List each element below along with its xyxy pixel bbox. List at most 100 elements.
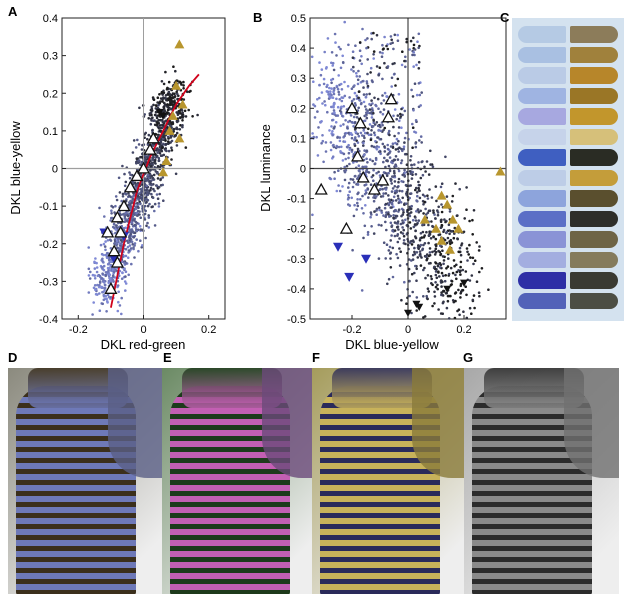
cloud-point [454,273,457,277]
cloud-point [176,97,179,101]
cloud-point [412,43,416,47]
open-triangle-marker [123,180,138,193]
cloud-point [107,269,110,272]
y-tick-label: 0 [52,164,58,176]
cloud-point [375,65,379,68]
cloud-point [383,61,386,65]
cloud-point [361,194,364,198]
cloud-point [337,93,341,96]
cloud-point [411,122,414,126]
cloud-point [357,191,360,194]
cloud-point [396,194,400,198]
cloud-point [390,76,394,80]
cloud-point [337,90,341,94]
cloud-point [158,93,161,96]
cloud-point [130,262,133,266]
cloud-point [362,100,366,104]
cloud-point [362,141,365,145]
cloud-point [413,271,416,275]
cloud-point [151,158,155,161]
cloud-point [329,177,332,181]
cloud-point [372,50,376,53]
cloud-point [391,142,395,145]
cloud-point [396,185,399,189]
cloud-point [341,185,344,188]
cloud-point [391,146,395,149]
cloud-point [391,41,394,45]
cloud-point [116,284,120,287]
cloud-point [393,185,397,188]
cloud-point [338,139,342,143]
cloud-point [435,199,438,203]
cloud-point [329,141,333,144]
cloud-point [181,124,184,127]
cloud-point [462,230,466,234]
cloud-point [350,148,354,152]
cloud-point [92,301,95,304]
cloud-point [324,150,328,153]
cloud-point [387,277,391,281]
cloud-point [175,92,179,96]
cloud-point [338,189,342,193]
cloud-point [392,114,395,118]
swatch-right [570,231,618,248]
cloud-point [362,86,365,89]
cloud-point [145,224,148,228]
y-tick-label: 0.2 [291,103,306,115]
cloud-point [370,225,373,228]
cloud-point [372,31,375,35]
cloud-point [103,245,107,248]
cloud-point [105,251,109,255]
cloud-point [337,74,341,77]
cloud-point [352,98,356,101]
swatch-left [518,210,566,227]
gold-triangle-marker [442,199,453,209]
cloud-point [318,96,321,100]
cloud-point [330,81,333,85]
cloud-point [417,189,421,192]
cloud-point [428,253,432,257]
cloud-point [148,202,151,206]
panel-letter-e: E [163,350,172,365]
cloud-point [113,211,116,214]
cloud-point [117,176,121,180]
cloud-point [93,267,97,270]
cloud-point [379,187,382,191]
cloud-point [416,40,419,43]
cloud-point [311,213,314,217]
cloud-point [415,251,419,254]
cloud-point [321,134,324,137]
cloud-point [428,251,432,254]
cloud-point [174,69,177,73]
cloud-point [356,177,359,181]
cloud-point [337,184,340,187]
cloud-point [357,134,361,138]
swatch-left [518,26,566,43]
cloud-point [403,171,406,174]
cloud-point [365,93,369,96]
cloud-point [152,98,156,101]
tick-labels-a: -0.4 -0.3 -0.2 -0.1 0 0.1 0.2 0.3 0.4 -0.2 0 0.2 [39,13,216,336]
cloud-point [180,109,184,112]
cloud-point [144,236,147,240]
dress-photo-e [162,368,317,594]
cloud-point [459,273,462,276]
cloud-point [156,122,159,125]
cloud-point [166,86,169,90]
cloud-point [147,216,151,219]
cloud-point [393,33,397,37]
cloud-point [457,308,461,312]
cloud-point [388,169,392,173]
swatch-left [518,128,566,145]
cloud-point [358,99,362,102]
cloud-point [409,184,413,187]
swatch-left [518,87,566,104]
swatch-left [518,108,566,125]
cloud-point [433,295,437,298]
cloud-point [423,200,426,204]
cloud-point [98,281,102,284]
cloud-point [395,222,398,225]
cloud-point [468,219,471,223]
swatch-right [570,292,618,309]
cloud-point [378,51,382,54]
